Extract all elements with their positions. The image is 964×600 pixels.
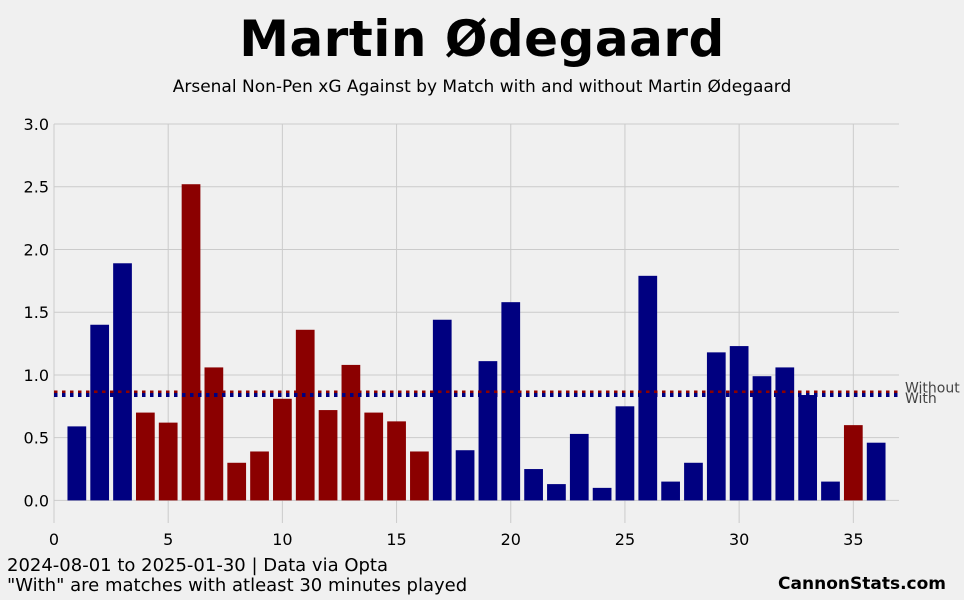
x-tick-label: 0 (49, 530, 59, 549)
bar-match-5 (158, 422, 178, 501)
bar-match-4 (135, 412, 155, 501)
bars-group (67, 184, 886, 501)
y-tick-label: 0.5 (24, 429, 49, 448)
bar-match-24 (592, 487, 612, 501)
bar-match-14 (364, 412, 384, 501)
reference-lines (54, 390, 899, 398)
y-axis-ticks: 0.0 0.5 1.0 1.5 2.0 2.5 3.0 (24, 115, 49, 510)
bar-match-27 (661, 481, 680, 501)
y-tick-label: 3.0 (24, 115, 49, 134)
bar-match-22 (547, 484, 566, 501)
x-axis-ticks: 0 5 10 15 20 25 30 35 (49, 530, 864, 549)
brand-label: CannonStats.com (778, 574, 946, 594)
bar-match-31 (752, 376, 772, 501)
bar-match-18 (455, 450, 475, 501)
footer-definition: "With" are matches with atleast 30 minut… (7, 575, 468, 596)
bar-match-30 (729, 346, 749, 501)
y-tick-label: 2.0 (24, 240, 49, 259)
bar-match-28 (684, 462, 703, 501)
y-tick-label: 1.5 (24, 303, 49, 322)
y-tick-label: 0.0 (24, 491, 49, 510)
x-tick-label: 15 (386, 530, 406, 549)
bar-match-32 (775, 367, 795, 501)
chart-title: Martin Ødegaard (239, 10, 725, 68)
x-tick-label: 30 (729, 530, 749, 549)
bar-match-10 (273, 398, 292, 501)
bar-match-16 (410, 451, 429, 501)
y-tick-label: 1.0 (24, 366, 49, 385)
footer-notes: 2024-08-01 to 2025-01-30 | Data via Opta… (7, 556, 467, 596)
bar-match-7 (204, 367, 224, 501)
bar-match-26 (638, 275, 658, 501)
bar-match-6 (181, 184, 201, 501)
reference-label-without: Without (905, 381, 960, 397)
bar-match-17 (432, 319, 452, 501)
bar-match-19 (478, 361, 498, 501)
bar-match-35 (843, 425, 863, 501)
bar-match-13 (341, 364, 361, 501)
bar-match-34 (821, 481, 840, 501)
bar-match-1 (67, 426, 87, 501)
bar-match-15 (387, 421, 406, 501)
bar-match-20 (501, 302, 521, 501)
x-tick-label: 25 (615, 530, 635, 549)
bar-match-3 (113, 263, 132, 501)
bar-match-11 (295, 329, 315, 501)
x-tick-label: 10 (272, 530, 292, 549)
grid-lines (53, 123, 899, 523)
chart-subtitle: Arsenal Non-Pen xG Against by Match with… (172, 77, 792, 97)
bar-match-8 (227, 462, 247, 501)
x-tick-label: 20 (501, 530, 521, 549)
bar-match-29 (706, 352, 726, 501)
bar-match-12 (318, 410, 338, 501)
bar-match-2 (90, 324, 110, 501)
bar-match-23 (569, 433, 589, 501)
bar-match-33 (798, 395, 818, 501)
x-tick-label: 5 (163, 530, 173, 549)
x-tick-label: 35 (843, 530, 863, 549)
footer-date-source: 2024-08-01 to 2025-01-30 | Data via Opta (7, 555, 389, 576)
bar-match-36 (866, 442, 886, 501)
reference-label-with: With (905, 391, 937, 407)
y-tick-label: 2.5 (24, 178, 49, 197)
bar-match-21 (524, 469, 543, 501)
bar-match-9 (250, 451, 269, 501)
bar-match-25 (615, 406, 635, 501)
